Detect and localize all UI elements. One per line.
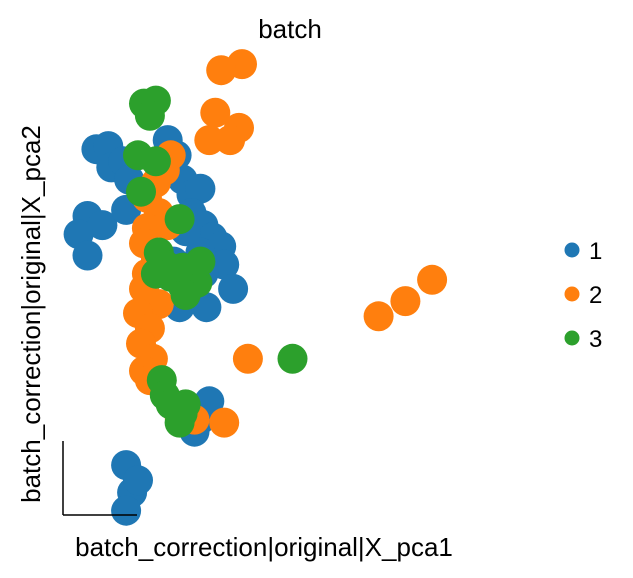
point-batch-1: [123, 465, 153, 496]
point-batch-3: [277, 343, 308, 374]
point-batch-2: [363, 301, 394, 332]
legend-label-2: 2: [589, 282, 602, 309]
point-batch-2: [232, 343, 263, 374]
points-layer: [63, 49, 448, 526]
point-batch-1: [87, 210, 118, 241]
point-batch-3: [134, 100, 165, 131]
point-batch-2: [206, 55, 237, 86]
point-batch-3: [170, 280, 201, 310]
point-batch-2: [215, 125, 246, 156]
x-axis-label: batch_correction|original|X_pca1: [75, 532, 453, 562]
y-axis-label: batch_correction|original|X_pca2: [16, 125, 46, 503]
point-batch-2: [390, 286, 421, 317]
point-batch-2: [209, 407, 240, 438]
point-batch-1: [185, 173, 216, 204]
legend-marker-2: [564, 286, 580, 302]
point-batch-3: [164, 407, 195, 438]
point-batch-3: [140, 146, 171, 177]
point-batch-3: [126, 176, 156, 207]
legend-label-1: 1: [589, 238, 602, 265]
point-batch-2: [200, 97, 231, 128]
point-batch-1: [218, 273, 249, 304]
legend-marker-3: [564, 330, 580, 346]
point-batch-3: [185, 246, 216, 277]
legend-label-3: 3: [589, 326, 602, 353]
point-batch-3: [164, 204, 195, 235]
legend: 1 2 3: [564, 238, 602, 353]
point-batch-1: [72, 240, 103, 271]
point-batch-1: [111, 495, 142, 526]
legend-marker-1: [564, 242, 580, 258]
point-batch-2: [417, 264, 448, 295]
point-batch-2: [194, 125, 225, 156]
chart-title: batch: [258, 14, 322, 44]
